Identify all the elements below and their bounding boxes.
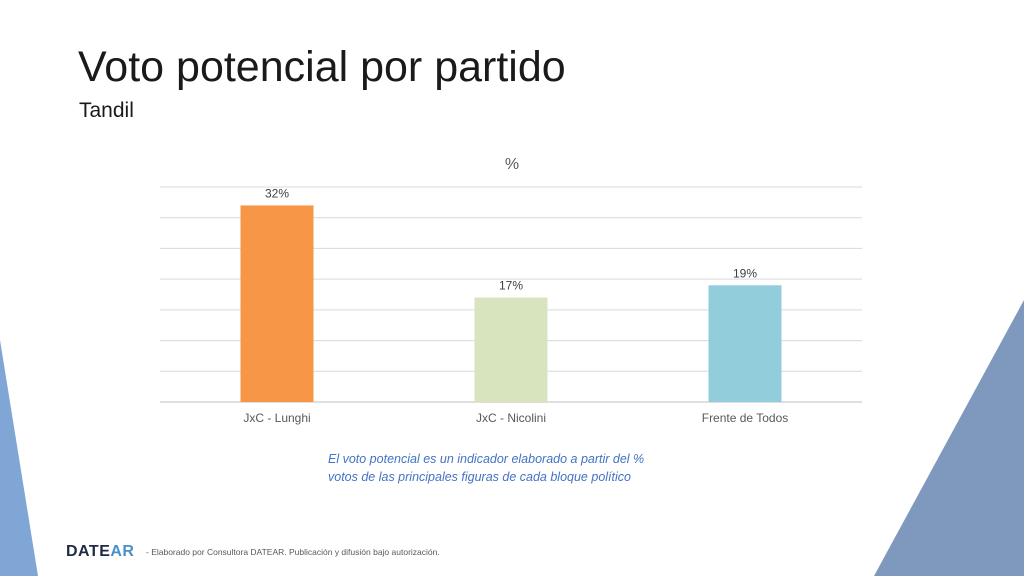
bar-0 <box>240 205 314 402</box>
right-decorative-triangle <box>874 300 1024 576</box>
category-labels: JxC - Lunghi JxC - Nicolini Frente de Todo… <box>243 411 788 425</box>
category-label-0: JxC - Lunghi <box>243 411 310 425</box>
slide-subtitle: Tandil <box>79 99 134 122</box>
bar-2 <box>708 285 782 402</box>
data-label-1: 17% <box>499 279 523 293</box>
data-label-2: 19% <box>733 266 757 280</box>
note-line-1: El voto potencial es un indicador elabor… <box>328 452 645 466</box>
note-line-2: votos de las principales figuras de cada… <box>328 470 631 485</box>
category-label-1: JxC - Nicolini <box>476 411 546 425</box>
slide-title: Voto potencial por partido <box>78 43 566 91</box>
data-label-0: 32% <box>265 186 289 200</box>
bar-1 <box>474 297 548 402</box>
logo-part-1: DATE <box>66 543 111 560</box>
logo-part-2: AR <box>110 543 135 560</box>
bar-chart: % 32% 17% 19% JxC - Lunghi JxC - Nicolini Fr… <box>160 156 862 425</box>
category-label-2: Frente de Todos <box>702 411 789 425</box>
bars <box>240 205 782 402</box>
chart-title: % <box>505 156 519 173</box>
data-labels: 32% 17% 19% <box>265 186 757 292</box>
datear-logo: DATEAR <box>66 543 134 561</box>
chart-note: El voto potencial es un indicador elabor… <box>328 450 708 486</box>
footer-note: - Elaborado por Consultora DATEAR. Publi… <box>146 547 440 557</box>
left-decorative-triangle <box>0 340 38 576</box>
